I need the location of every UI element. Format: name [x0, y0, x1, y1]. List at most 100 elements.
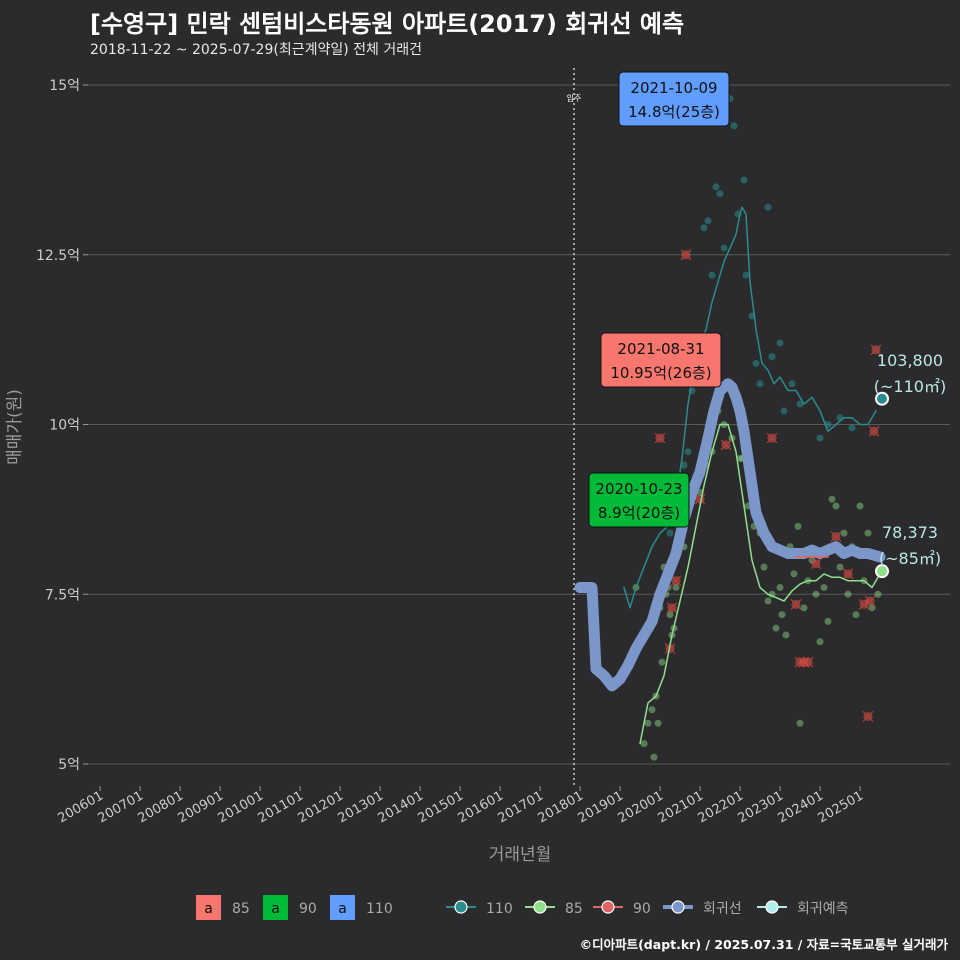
x-tick-label: 202201 — [696, 788, 746, 826]
point-110 — [716, 190, 724, 198]
x-tick-label: 202001 — [616, 788, 666, 826]
point-85 — [836, 563, 844, 571]
point-85 — [790, 570, 798, 578]
legend-label-85: 85 — [565, 901, 583, 917]
end-marker-110 — [875, 391, 889, 406]
end-area-label: (~85㎡) — [879, 549, 941, 568]
point-90-cross — [870, 344, 882, 356]
legend-marker-110 — [454, 900, 468, 914]
point-90-cross — [868, 425, 880, 437]
point-90-cross — [842, 568, 854, 580]
point-110 — [756, 380, 764, 388]
chart-title: [수영구] 민락 센텀비스타동원 아파트(2017) 회귀선 예측 — [90, 10, 685, 38]
point-85 — [736, 454, 744, 462]
x-tick-label: 202401 — [776, 788, 826, 826]
plot-panel — [88, 68, 950, 786]
point-90-cross — [666, 602, 678, 614]
callout-date: 2020-10-23 — [595, 480, 682, 498]
point-85 — [640, 740, 648, 748]
y-tick-label: 7.5억 — [45, 587, 80, 603]
point-90-cross — [802, 656, 814, 668]
legend-key-letter: a — [271, 901, 280, 917]
point-85 — [816, 638, 824, 646]
x-tick-label: 200701 — [96, 788, 146, 826]
x-tick-label: 202101 — [656, 788, 706, 826]
point-85 — [844, 590, 852, 598]
x-tick-label: 200601 — [56, 788, 106, 826]
legend-label-90: 90 — [633, 901, 651, 917]
point-85 — [852, 611, 860, 619]
point-85 — [764, 597, 772, 605]
point-90-cross — [794, 656, 806, 668]
point-110 — [788, 380, 796, 388]
legend-label-회귀예측: 회귀예측 — [797, 901, 849, 917]
point-90-cross — [790, 598, 802, 610]
x-tick-label: 200901 — [176, 788, 226, 826]
x-tick-label: 201801 — [536, 788, 586, 826]
callout-date: 2021-10-09 — [630, 79, 717, 97]
point-90-cross — [858, 598, 870, 610]
callout-date: 2021-08-31 — [617, 340, 704, 358]
point-110 — [730, 122, 738, 130]
point-85 — [820, 583, 828, 591]
x-tick-label: 201601 — [456, 788, 506, 826]
point-90-cross — [766, 432, 778, 444]
point-85 — [648, 706, 656, 714]
point-85 — [828, 495, 836, 503]
end-value-label: 103,800 — [877, 351, 943, 370]
callout-price: 14.8억(25층) — [628, 103, 720, 121]
legend-label-90: 90 — [299, 901, 317, 917]
point-85 — [864, 529, 872, 537]
point-110 — [780, 407, 788, 415]
end-value-label: 78,373 — [882, 523, 938, 542]
x-tick-label: 201201 — [296, 788, 346, 826]
callout-price: 10.95억(26층) — [610, 364, 711, 382]
point-110 — [704, 217, 712, 225]
x-tick-label: 200801 — [136, 788, 186, 826]
chart-subtitle: 2018-11-22 ~ 2025-07-29(최근계약일) 전체 거래건 — [90, 42, 422, 58]
point-110 — [684, 448, 692, 456]
x-tick-label: 201101 — [256, 788, 306, 826]
point-85 — [666, 611, 674, 619]
point-90-cross — [798, 656, 810, 668]
legend-marker-90 — [601, 900, 615, 914]
point-110 — [848, 424, 856, 432]
point-90-cross — [680, 249, 692, 261]
point-110 — [796, 400, 804, 408]
legend-marker-85 — [533, 900, 547, 914]
end-marker-85 — [875, 564, 889, 579]
legend-key-110 — [330, 895, 355, 920]
point-85 — [840, 529, 848, 537]
point-85 — [644, 719, 652, 727]
legend-key-90 — [263, 895, 288, 920]
legend-label-110: 110 — [366, 901, 393, 917]
x-tick-label: 201301 — [336, 788, 386, 826]
point-85 — [776, 583, 784, 591]
line-85 — [639, 423, 881, 745]
point-110 — [680, 461, 688, 469]
point-85 — [856, 502, 864, 510]
legend-key-letter: a — [204, 901, 213, 917]
point-90-cross — [862, 711, 874, 722]
x-tick-label: 201701 — [496, 788, 546, 826]
y-tick-label: 5억 — [58, 757, 80, 773]
point-85 — [796, 719, 804, 727]
regression-line — [574, 378, 886, 692]
source-credit: ©디아파트(dapt.kr) / 2025.07.31 / 자료=국토교통부 실… — [579, 937, 948, 952]
y-tick-label: 10억 — [49, 418, 80, 434]
legend-key-85 — [196, 895, 221, 920]
legend-label-회귀선: 회귀선 — [703, 901, 742, 917]
legend-label-110: 110 — [486, 901, 513, 917]
point-90-cross — [670, 575, 682, 587]
point-85 — [760, 563, 768, 571]
callout-box — [618, 71, 730, 127]
point-110 — [764, 203, 772, 211]
point-110 — [816, 434, 824, 442]
callout-box — [588, 472, 690, 528]
point-85 — [800, 604, 808, 612]
point-110 — [700, 224, 708, 232]
point-110 — [712, 183, 720, 191]
x-tick-label: 202501 — [816, 788, 866, 826]
y-axis-title: 매매가(원) — [5, 389, 25, 465]
point-85 — [778, 611, 786, 619]
